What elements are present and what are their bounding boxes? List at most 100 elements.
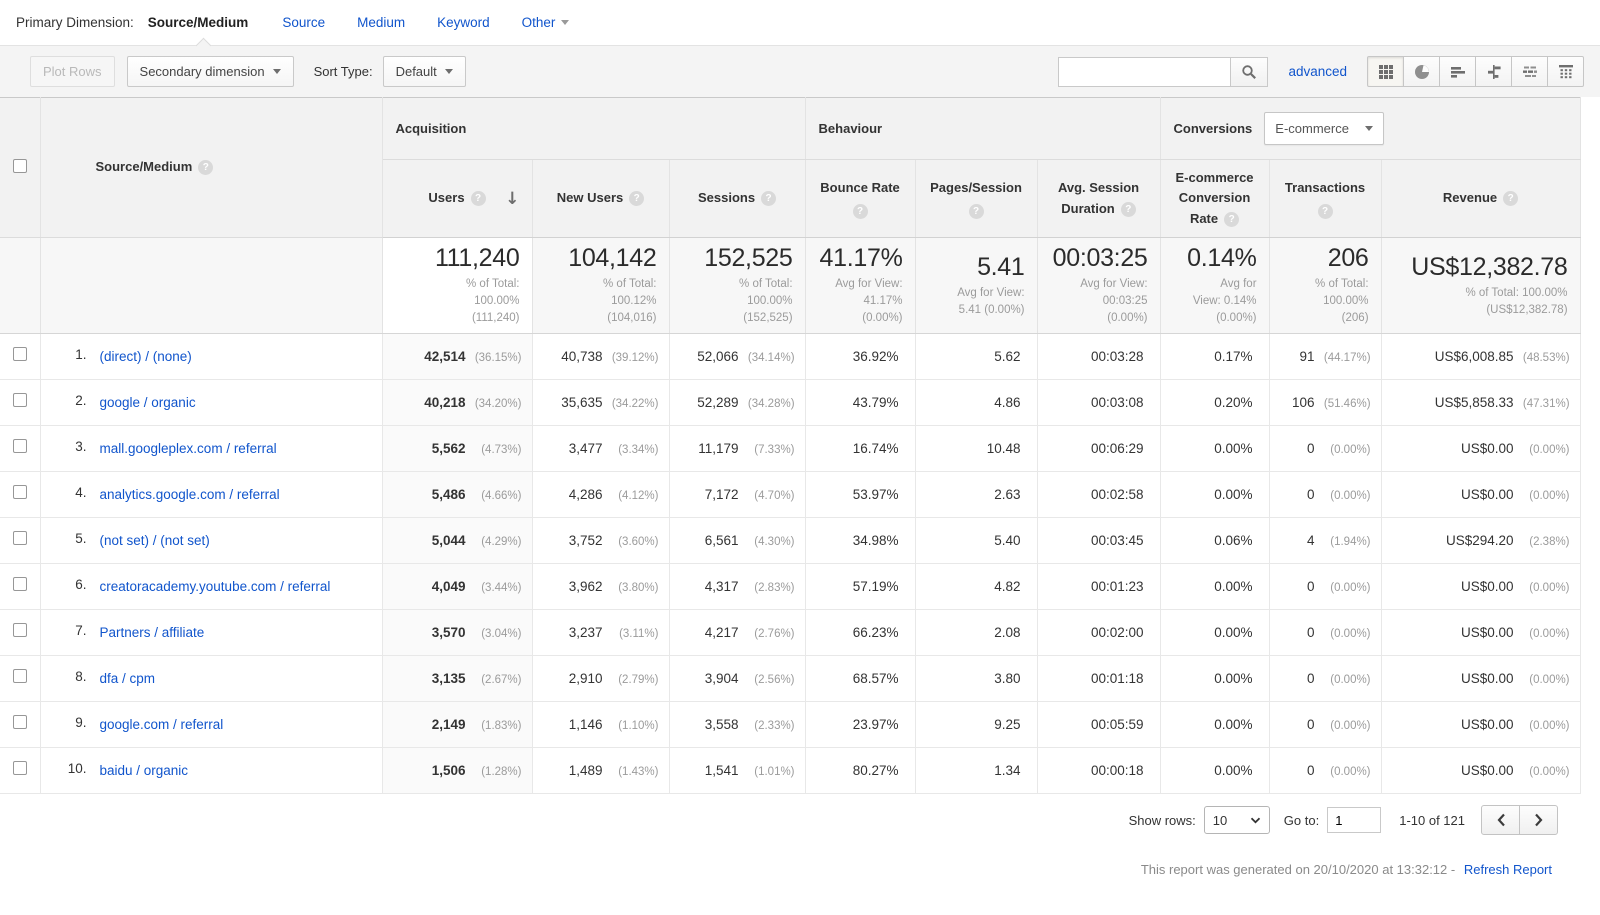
percentage-view-button[interactable] [1403, 56, 1440, 87]
help-icon[interactable]: ? [761, 191, 777, 207]
revenue-cell: US$0.00 (0.00%) [1381, 609, 1581, 656]
term-cloud-view-button[interactable] [1511, 56, 1548, 87]
chevron-down-icon [1250, 817, 1260, 823]
source-medium-link[interactable]: (not set) / (not set) [99, 532, 210, 548]
sessions-cell: 4,217 (2.76%) [669, 609, 806, 656]
transactions-cell: 91 (44.17%) [1269, 333, 1382, 380]
sessions-cell: 6,561 (4.30%) [669, 517, 806, 564]
row-checkbox-cell[interactable] [0, 425, 41, 472]
plot-rows-button[interactable]: Plot Rows [30, 56, 115, 87]
sessions-cell: 1,541 (1.01%) [669, 747, 806, 794]
show-rows-select[interactable]: 10 [1203, 806, 1270, 834]
row-checkbox-cell[interactable] [0, 609, 41, 656]
select-all-checkbox[interactable] [12, 159, 27, 173]
users-cell: 5,562 (4.73%) [382, 425, 533, 472]
help-icon[interactable]: ? [198, 160, 214, 176]
primary-dimension-keyword-link[interactable]: Keyword [437, 15, 490, 30]
primary-dimension-source-link[interactable]: Source [282, 15, 326, 30]
row-checkbox-cell[interactable] [0, 655, 41, 702]
primary-dimension-selected[interactable]: Source/Medium [147, 15, 249, 30]
select-all-cell[interactable] [0, 97, 41, 238]
revenue-cell: US$0.00 (0.00%) [1381, 747, 1581, 794]
row-checkbox[interactable] [12, 623, 27, 637]
transactions-cell: 0 (0.00%) [1269, 655, 1382, 702]
conversions-goal-select[interactable]: E-commerce [1264, 112, 1384, 145]
column-header-pages-session[interactable]: Pages/Session? [915, 159, 1038, 238]
row-checkbox[interactable] [12, 439, 27, 453]
bounce-rate-cell: 66.23% [805, 609, 916, 656]
row-checkbox-cell[interactable] [0, 701, 41, 748]
column-header-sessions[interactable]: Sessions? [669, 159, 806, 238]
search-button[interactable] [1230, 56, 1269, 87]
users-cell: 2,149 (1.83%) [382, 701, 533, 748]
table-row: 6. creatoracademy.youtube.com / referral … [0, 563, 1581, 610]
column-header-transactions[interactable]: Transactions? [1269, 159, 1382, 238]
new-users-cell: 3,477 (3.34%) [532, 425, 670, 472]
column-header-ecommerce-conversion-rate[interactable]: E-commerce Conversion Rate? [1160, 159, 1270, 238]
row-checkbox-cell[interactable] [0, 333, 41, 380]
help-icon[interactable]: ? [1503, 191, 1519, 207]
avg-session-duration-cell: 00:03:28 [1037, 333, 1161, 380]
row-checkbox[interactable] [12, 577, 27, 591]
help-icon[interactable]: ? [1120, 201, 1136, 217]
source-medium-link[interactable]: analytics.google.com / referral [99, 486, 280, 502]
pivot-view-button[interactable] [1547, 56, 1584, 87]
row-checkbox[interactable] [12, 761, 27, 775]
row-checkbox[interactable] [12, 393, 27, 407]
secondary-dimension-button[interactable]: Secondary dimension [126, 56, 294, 87]
source-medium-link[interactable]: baidu / organic [99, 762, 189, 778]
source-medium-link[interactable]: google.com / referral [99, 716, 224, 732]
source-medium-link[interactable]: Partners / affiliate [99, 624, 205, 640]
table-view-button[interactable] [1367, 56, 1404, 87]
source-medium-link[interactable]: (direct) / (none) [99, 348, 192, 364]
help-icon[interactable]: ? [852, 203, 868, 219]
sessions-cell: 3,904 (2.56%) [669, 655, 806, 702]
row-checkbox-cell[interactable] [0, 747, 41, 794]
sort-descending-icon[interactable]: ↓ [505, 188, 520, 209]
column-header-bounce-rate[interactable]: Bounce Rate? [805, 159, 916, 238]
transactions-cell: 0 (0.00%) [1269, 471, 1382, 518]
primary-dimension-medium-link[interactable]: Medium [357, 15, 406, 30]
advanced-search-link[interactable]: advanced [1288, 64, 1347, 79]
row-checkbox-cell[interactable] [0, 471, 41, 518]
help-icon[interactable]: ? [470, 191, 486, 207]
revenue-cell: US$0.00 (0.00%) [1381, 425, 1581, 472]
row-checkbox[interactable] [12, 531, 27, 545]
column-header-revenue[interactable]: Revenue? [1381, 159, 1581, 238]
help-icon[interactable]: ? [1317, 203, 1333, 219]
previous-page-button[interactable] [1481, 805, 1520, 835]
row-checkbox[interactable] [12, 347, 27, 361]
source-medium-link[interactable]: mall.googleplex.com / referral [99, 440, 277, 456]
source-medium-link[interactable]: google / organic [99, 394, 196, 410]
comparison-view-button[interactable] [1475, 56, 1512, 87]
column-header-source-medium[interactable]: Source/Medium? [40, 97, 383, 238]
next-page-button[interactable] [1519, 805, 1558, 835]
table-row: 9. google.com / referral 2,149 (1.83%) 1,1… [0, 701, 1581, 748]
row-checkbox-cell[interactable] [0, 379, 41, 426]
search-input[interactable] [1058, 56, 1231, 87]
column-header-new-users[interactable]: New Users? [532, 159, 670, 238]
column-header-avg-session-duration[interactable]: Avg. Session Duration? [1037, 159, 1161, 238]
source-medium-link[interactable]: creatoracademy.youtube.com / referral [99, 578, 331, 594]
performance-view-button[interactable] [1439, 56, 1476, 87]
row-checkbox[interactable] [12, 715, 27, 729]
refresh-report-link[interactable]: Refresh Report [1463, 862, 1552, 877]
column-header-users[interactable]: Users? ↓ [382, 159, 533, 238]
row-checkbox[interactable] [12, 669, 27, 683]
row-checkbox-cell[interactable] [0, 563, 41, 610]
go-to-input[interactable] [1327, 807, 1382, 833]
report-generated-text: This report was generated on 20/10/2020 … [1140, 862, 1456, 877]
primary-dimension-other-dropdown[interactable]: Other [522, 15, 570, 30]
row-checkbox[interactable] [12, 485, 27, 499]
help-icon[interactable]: ? [968, 203, 984, 219]
source-medium-link[interactable]: dfa / cpm [99, 670, 156, 686]
group-header-conversions: Conversions E-commerce [1160, 97, 1581, 160]
other-label[interactable]: Other [521, 15, 556, 30]
source-medium-cell: 1. (direct) / (none) [40, 333, 383, 380]
help-icon[interactable]: ? [1224, 211, 1240, 227]
help-icon[interactable]: ? [629, 191, 645, 207]
sort-type-button[interactable]: Default [382, 56, 466, 87]
row-checkbox-cell[interactable] [0, 517, 41, 564]
show-rows-label: Show rows: [1128, 812, 1196, 828]
new-users-cell: 4,286 (4.12%) [532, 471, 670, 518]
